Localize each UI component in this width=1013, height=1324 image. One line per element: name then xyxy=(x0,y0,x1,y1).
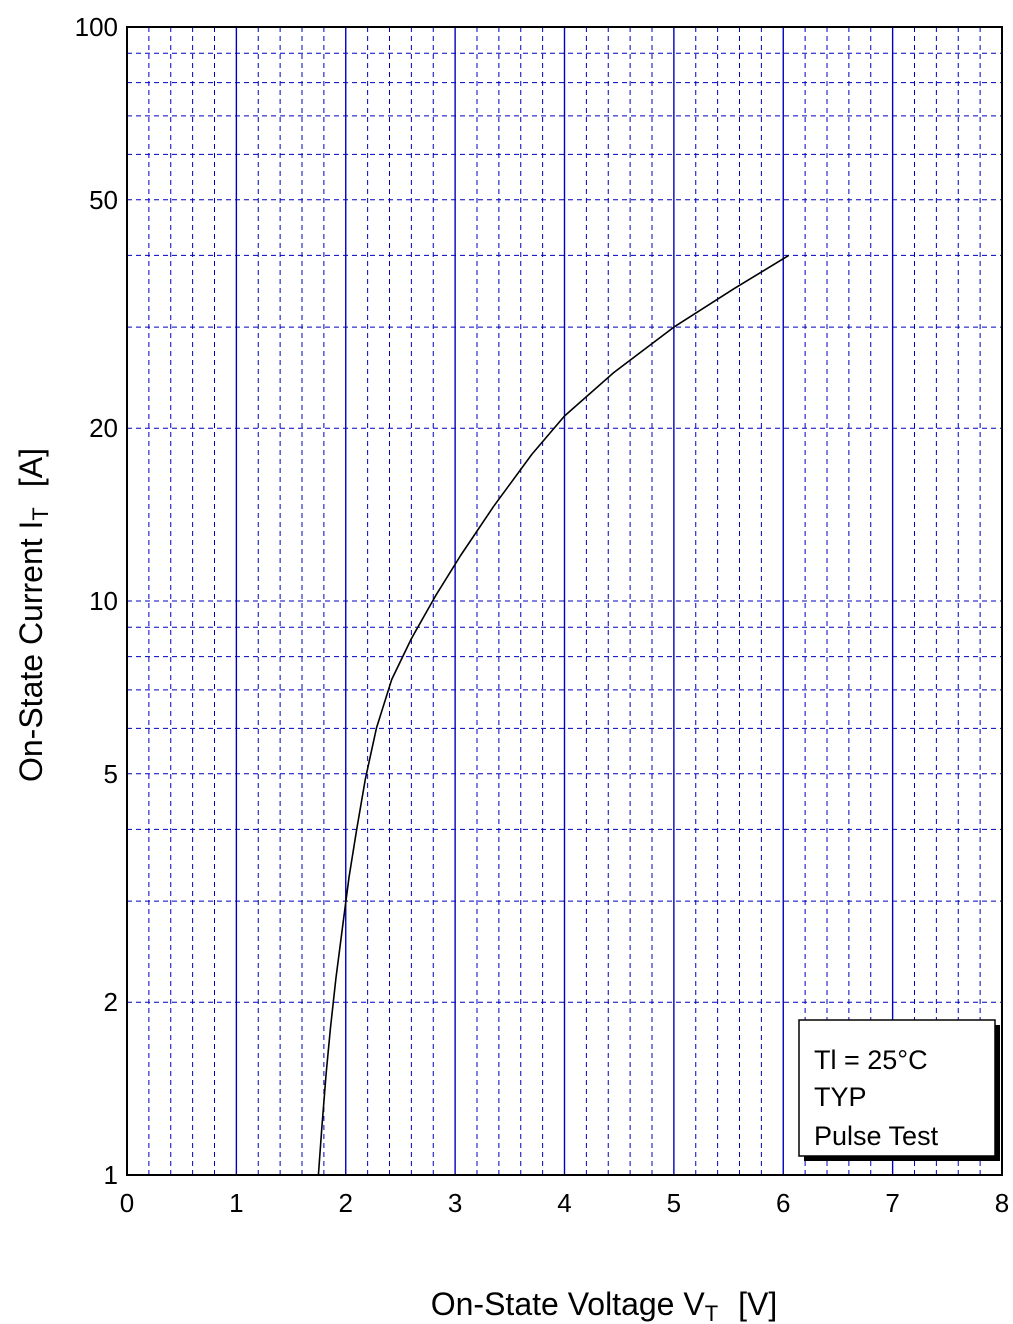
annotation-box: Tl = 25°C TYP Pulse Test xyxy=(798,1019,1000,1161)
y-tick-label: 100 xyxy=(75,12,118,42)
x-tick-label: 4 xyxy=(557,1188,571,1218)
x-axis-label: On-State Voltage VT [V] xyxy=(431,1286,778,1324)
y-axis-label-unit: [A] xyxy=(13,448,49,487)
x-tick-labels: 0 1 2 3 4 5 6 7 8 xyxy=(120,1188,1009,1218)
x-tick-label: 5 xyxy=(667,1188,681,1218)
y-axis-label: On-State Current IT [A] xyxy=(13,448,53,782)
y-tick-label: 20 xyxy=(89,413,118,443)
x-axis-label-main: On-State Voltage V xyxy=(431,1286,706,1322)
x-axis-label-subscript: T xyxy=(705,1301,718,1324)
annotation-typ: TYP xyxy=(814,1082,867,1112)
x-tick-label: 8 xyxy=(995,1188,1009,1218)
x-tick-label: 6 xyxy=(776,1188,790,1218)
y-axis-label-subscript: T xyxy=(28,507,53,520)
y-tick-label: 10 xyxy=(89,586,118,616)
y-tick-label: 1 xyxy=(104,1160,118,1190)
y-axis-label-main: On-State Current I xyxy=(13,521,49,782)
x-tick-label: 7 xyxy=(885,1188,899,1218)
y-tick-label: 2 xyxy=(104,987,118,1017)
series-layer xyxy=(317,254,790,1176)
y-tick-label: 5 xyxy=(104,759,118,789)
y-tick-label: 50 xyxy=(89,185,118,215)
x-tick-label: 2 xyxy=(339,1188,353,1218)
y-tick-labels: 1 2 5 10 20 50 100 xyxy=(75,12,118,1190)
x-tick-label: 3 xyxy=(448,1188,462,1218)
annotation-temperature: Tl = 25°C xyxy=(814,1045,928,1075)
series-line-0 xyxy=(317,254,790,1176)
plot-frame xyxy=(126,26,1003,1176)
annotation-pulse-test: Pulse Test xyxy=(814,1121,939,1151)
grid xyxy=(127,27,1002,1175)
x-axis-label-unit: [V] xyxy=(738,1286,777,1322)
x-tick-label: 0 xyxy=(120,1188,134,1218)
x-tick-label: 1 xyxy=(229,1188,243,1218)
